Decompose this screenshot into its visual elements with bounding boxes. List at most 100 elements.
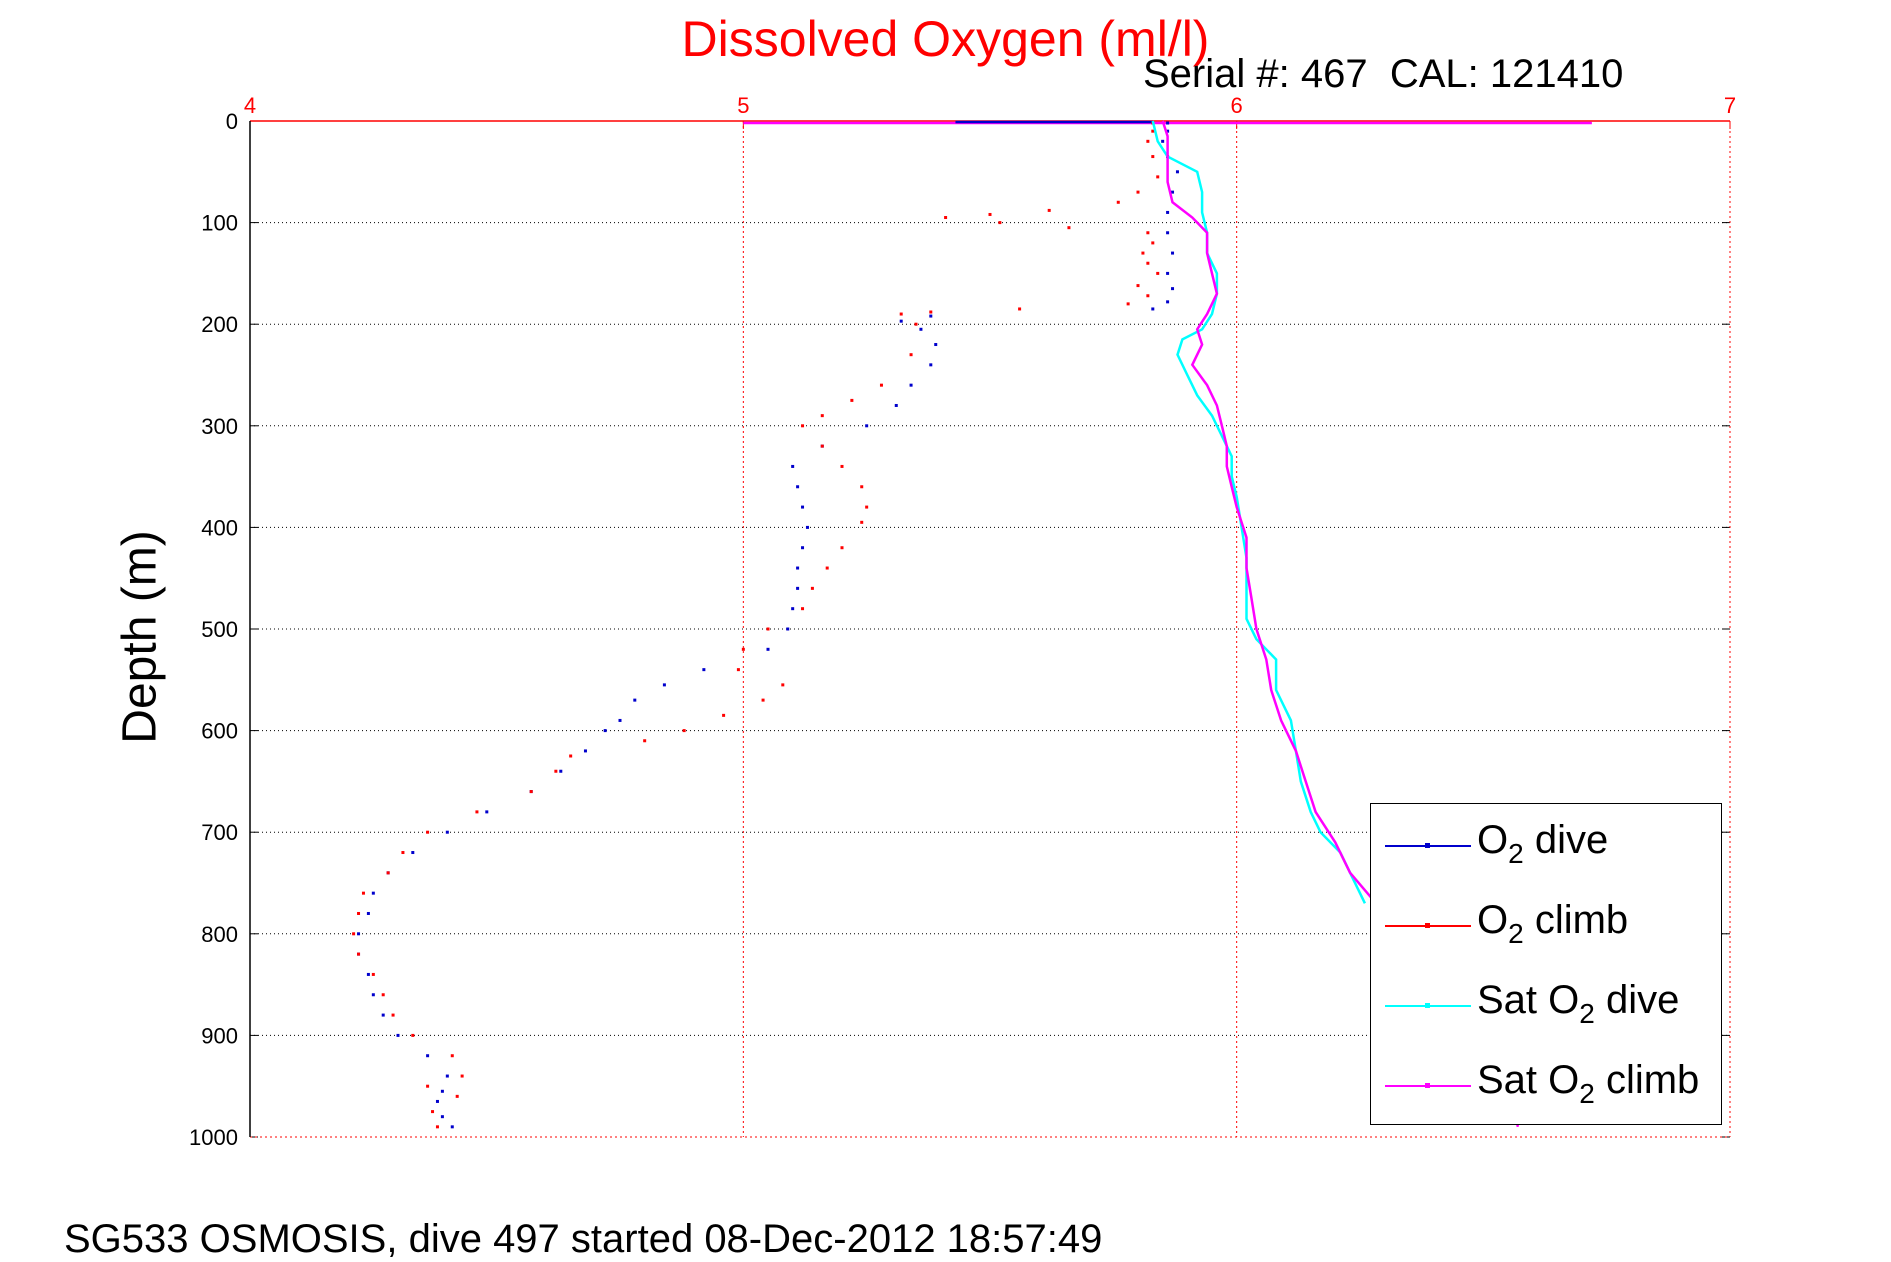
data-point-o2-climb — [1151, 241, 1155, 245]
data-point-o2-dive — [1171, 190, 1175, 194]
data-point-o2-climb — [860, 520, 864, 524]
data-point-o2-climb — [810, 586, 814, 590]
data-point-o2-dive — [371, 993, 375, 997]
legend-marker — [1425, 843, 1430, 848]
data-point-o2-dive — [662, 683, 666, 687]
data-point-o2-climb — [929, 310, 933, 314]
y-tick-label: 200 — [201, 312, 238, 337]
data-point-o2-climb — [1151, 129, 1155, 133]
y-axis-label: Depth (m) — [113, 530, 167, 744]
data-point-o2-climb — [1146, 139, 1150, 143]
data-point-o2-dive — [371, 891, 375, 895]
data-point-o2-climb — [1136, 284, 1140, 288]
data-point-o2-climb — [554, 769, 558, 773]
data-point-o2-climb — [1067, 226, 1071, 230]
data-point-o2-climb — [569, 754, 573, 758]
data-point-o2-dive — [805, 525, 809, 529]
data-point-o2-climb — [801, 424, 805, 428]
data-point-o2-climb — [781, 683, 785, 687]
data-point-o2-climb — [643, 739, 647, 743]
data-point-o2-climb — [411, 1033, 415, 1037]
data-point-o2-climb — [801, 607, 805, 611]
data-point-o2-dive — [1166, 129, 1170, 133]
data-point-o2-climb — [1126, 302, 1130, 306]
data-point-o2-climb — [761, 698, 765, 702]
data-point-o2-dive — [366, 972, 370, 976]
data-point-o2-dive — [801, 505, 805, 509]
data-point-o2-dive — [934, 343, 938, 347]
data-point-o2-dive — [796, 485, 800, 489]
data-point-o2-dive — [702, 668, 706, 672]
data-point-o2-dive — [1171, 251, 1175, 255]
data-point-o2-dive — [440, 1089, 444, 1093]
data-point-o2-climb — [1156, 271, 1160, 275]
data-point-o2-dive — [929, 363, 933, 367]
data-point-o2-climb — [682, 729, 686, 733]
data-point-o2-climb — [820, 414, 824, 418]
data-point-o2-dive — [1166, 210, 1170, 214]
data-point-o2-dive — [899, 319, 903, 323]
data-point-o2-dive — [583, 749, 587, 753]
data-point-o2-dive — [801, 546, 805, 550]
legend: O2 dive O2 climb Sat O2 dive Sat O2 climb — [1370, 803, 1722, 1125]
data-point-o2-dive — [1166, 121, 1170, 125]
chart-title: Dissolved Oxygen (ml/l) — [681, 11, 1210, 67]
data-point-o2-climb — [529, 790, 533, 794]
data-point-o2-dive — [411, 851, 415, 855]
y-tick-label: 900 — [201, 1023, 238, 1048]
dive-info-footer: SG533 OSMOSIS, dive 497 started 08-Dec-2… — [64, 1217, 1103, 1261]
series-layer — [352, 120, 1592, 1129]
data-point-o2-dive — [357, 932, 361, 936]
data-point-o2-climb — [455, 1094, 459, 1098]
data-point-o2-climb — [909, 353, 913, 357]
data-point-o2-climb — [840, 464, 844, 468]
data-point-o2-climb — [361, 891, 365, 895]
data-point-o2-dive — [919, 327, 923, 331]
data-point-o2-dive — [435, 1099, 439, 1103]
data-point-o2-climb — [1136, 190, 1140, 194]
data-point-o2-climb — [386, 871, 390, 875]
data-point-o2-climb — [722, 713, 726, 717]
data-point-o2-climb — [820, 444, 824, 448]
data-point-o2-climb — [899, 312, 903, 316]
data-point-o2-climb — [741, 647, 745, 651]
data-point-o2-dive — [1161, 139, 1165, 143]
data-point-o2-climb — [860, 485, 864, 489]
data-point-o2-climb — [371, 972, 375, 976]
data-point-o2-climb — [352, 932, 356, 936]
data-point-o2-climb — [840, 546, 844, 550]
data-point-o2-dive — [445, 1074, 449, 1078]
legend-marker — [1425, 1003, 1430, 1008]
data-point-o2-dive — [440, 1115, 444, 1119]
legend-label: O2 climb — [1477, 898, 1629, 949]
series-line-sat-o2-dive — [1151, 120, 1367, 904]
data-point-o2-dive — [381, 1013, 385, 1017]
data-point-o2-climb — [426, 830, 430, 834]
data-point-o2-climb — [475, 810, 479, 814]
data-point-o2-climb — [988, 212, 992, 216]
data-point-o2-climb — [1156, 175, 1160, 179]
data-point-o2-dive — [618, 718, 622, 722]
data-point-o2-climb — [879, 383, 883, 387]
legend-label: Sat O2 climb — [1477, 1058, 1700, 1109]
data-point-o2-dive — [791, 607, 795, 611]
data-point-o2-climb — [426, 1084, 430, 1088]
data-point-o2-climb — [391, 1013, 395, 1017]
data-point-o2-dive — [426, 1054, 430, 1058]
legend-entry-sat-o2-dive: Sat O2 dive — [1371, 970, 1723, 1040]
legend-marker — [1425, 923, 1430, 928]
data-point-o2-climb — [401, 851, 405, 855]
series-line-sat-o2-climb — [1161, 120, 1520, 1128]
data-point-o2-dive — [396, 1033, 400, 1037]
data-point-o2-dive — [1151, 307, 1155, 311]
legend-label: O2 dive — [1477, 818, 1609, 869]
x-tick-label: 6 — [1231, 93, 1243, 118]
y-tick-label: 400 — [201, 515, 238, 540]
data-point-o2-climb — [914, 322, 918, 326]
y-tick-label: 800 — [201, 922, 238, 947]
y-tick-label: 300 — [201, 414, 238, 439]
data-point-o2-dive — [445, 830, 449, 834]
data-point-o2-dive — [633, 698, 637, 702]
data-point-o2-climb — [944, 216, 948, 220]
